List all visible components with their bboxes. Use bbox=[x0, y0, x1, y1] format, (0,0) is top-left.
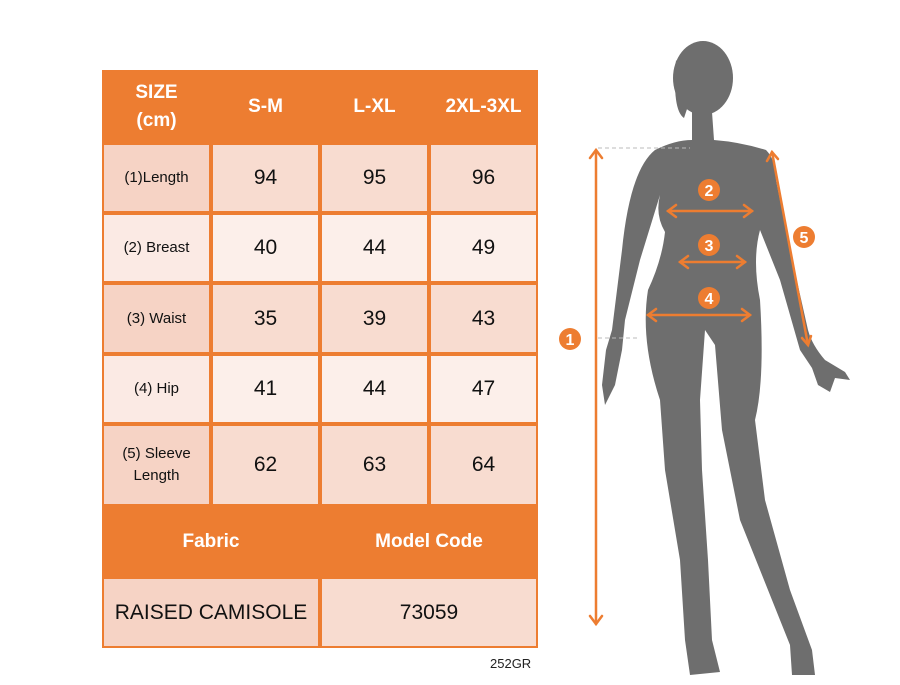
size-column-header: 2XL-3XL bbox=[445, 95, 522, 117]
measurement-value: 62 bbox=[213, 426, 318, 504]
marker-3: 3 bbox=[698, 234, 720, 256]
footer-code: 252GR bbox=[490, 656, 532, 671]
fabric-value: RAISED CAMISOLE bbox=[104, 579, 318, 646]
marker-2: 2 bbox=[698, 179, 720, 201]
row-label: (3) Waist bbox=[104, 285, 209, 352]
sleeve-arrow bbox=[770, 150, 810, 347]
marker-number: 1 bbox=[566, 332, 575, 349]
measurement-value: 44 bbox=[322, 356, 427, 422]
measurement-value: 96 bbox=[431, 145, 536, 211]
size-header: SIZE (cm) bbox=[135, 81, 178, 131]
marker-5: 5 bbox=[793, 226, 815, 248]
model-code-value: 73059 bbox=[322, 579, 536, 646]
measurement-value: 43 bbox=[431, 285, 536, 352]
marker-number: 3 bbox=[705, 238, 714, 255]
row-label: (4) Hip bbox=[104, 356, 209, 422]
marker-number: 5 bbox=[800, 230, 809, 247]
measurement-value: 94 bbox=[213, 145, 318, 211]
measurement-value: 95 bbox=[322, 145, 427, 211]
size-column-header: L-XL bbox=[353, 95, 396, 117]
size-chart-table: SIZE (cm) S-M L-XL 2XL-3XL (1)Length 94 95 96 (2… bbox=[102, 70, 538, 648]
measurement-value: 35 bbox=[213, 285, 318, 352]
silhouette bbox=[602, 41, 850, 675]
measurement-value: 63 bbox=[322, 426, 427, 504]
marker-number: 4 bbox=[705, 291, 714, 308]
fabric-header: Fabric bbox=[182, 530, 240, 552]
size-column-header: S-M bbox=[248, 95, 283, 117]
measurement-value: 40 bbox=[213, 215, 318, 281]
measurement-value: 47 bbox=[431, 356, 536, 422]
row-label: (1)Length bbox=[104, 145, 209, 211]
measurement-value: 64 bbox=[431, 426, 536, 504]
measurement-value: 44 bbox=[322, 215, 427, 281]
measurement-value: 41 bbox=[213, 356, 318, 422]
model-code-header: Model Code bbox=[375, 530, 483, 552]
marker-number: 2 bbox=[705, 183, 714, 200]
row-label: (2) Breast bbox=[104, 215, 209, 281]
marker-1: 1 bbox=[559, 328, 581, 350]
measurement-value: 49 bbox=[431, 215, 536, 281]
measurement-value: 39 bbox=[322, 285, 427, 352]
row-label: (5) Sleeve Length bbox=[104, 426, 209, 504]
marker-4: 4 bbox=[698, 287, 720, 309]
